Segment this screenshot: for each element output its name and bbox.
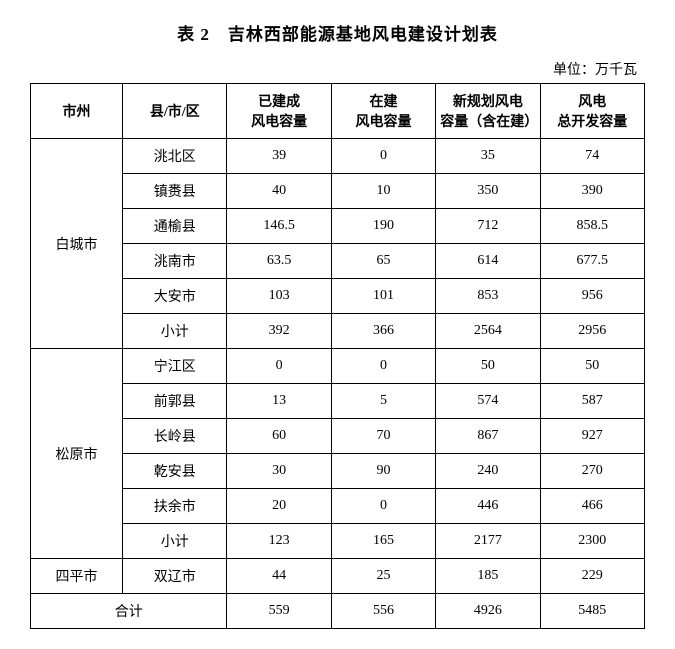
city-cell: 白城市: [31, 139, 123, 349]
table-row: 扶余市200446466: [31, 489, 645, 524]
total-cell: 50: [540, 349, 644, 384]
total-label-cell: 合计: [31, 594, 227, 629]
planned-cell: 867: [436, 419, 540, 454]
planned-cell: 50: [436, 349, 540, 384]
building-cell: 0: [331, 139, 435, 174]
planned-cell: 2177: [436, 524, 540, 559]
total-cell: 677.5: [540, 244, 644, 279]
total-total-cell: 5485: [540, 594, 644, 629]
total-cell: 858.5: [540, 209, 644, 244]
table-row: 大安市103101853956: [31, 279, 645, 314]
county-cell: 扶余市: [123, 489, 227, 524]
built-cell: 123: [227, 524, 331, 559]
building-cell: 10: [331, 174, 435, 209]
table-row: 四平市双辽市4425185229: [31, 559, 645, 594]
built-cell: 0: [227, 349, 331, 384]
county-cell: 小计: [123, 524, 227, 559]
table-row: 前郭县135574587: [31, 384, 645, 419]
building-cell: 25: [331, 559, 435, 594]
county-cell: 小计: [123, 314, 227, 349]
built-cell: 39: [227, 139, 331, 174]
total-cell: 956: [540, 279, 644, 314]
total-cell: 270: [540, 454, 644, 489]
built-cell: 60: [227, 419, 331, 454]
built-cell: 44: [227, 559, 331, 594]
header-city: 市州: [31, 84, 123, 139]
total-cell: 390: [540, 174, 644, 209]
built-cell: 146.5: [227, 209, 331, 244]
built-cell: 103: [227, 279, 331, 314]
county-cell: 镇赉县: [123, 174, 227, 209]
total-cell: 2956: [540, 314, 644, 349]
header-built: 已建成风电容量: [227, 84, 331, 139]
built-cell: 20: [227, 489, 331, 524]
header-row: 市州 县/市/区 已建成风电容量 在建风电容量 新规划风电容量（含在建） 风电总…: [31, 84, 645, 139]
table-row: 小计39236625642956: [31, 314, 645, 349]
total-row: 合计55955649265485: [31, 594, 645, 629]
planned-cell: 712: [436, 209, 540, 244]
planned-cell: 240: [436, 454, 540, 489]
planned-cell: 446: [436, 489, 540, 524]
total-cell: 74: [540, 139, 644, 174]
unit-label: 单位：万千瓦: [30, 59, 645, 79]
total-cell: 587: [540, 384, 644, 419]
building-cell: 0: [331, 489, 435, 524]
building-cell: 65: [331, 244, 435, 279]
building-cell: 165: [331, 524, 435, 559]
building-cell: 5: [331, 384, 435, 419]
table-row: 镇赉县4010350390: [31, 174, 645, 209]
header-total: 风电总开发容量: [540, 84, 644, 139]
total-building-cell: 556: [331, 594, 435, 629]
total-cell: 927: [540, 419, 644, 454]
building-cell: 70: [331, 419, 435, 454]
built-cell: 30: [227, 454, 331, 489]
table-row: 乾安县3090240270: [31, 454, 645, 489]
table-row: 长岭县6070867927: [31, 419, 645, 454]
county-cell: 双辽市: [123, 559, 227, 594]
planned-cell: 185: [436, 559, 540, 594]
county-cell: 大安市: [123, 279, 227, 314]
county-cell: 洮南市: [123, 244, 227, 279]
planned-cell: 853: [436, 279, 540, 314]
planned-cell: 2564: [436, 314, 540, 349]
planned-cell: 350: [436, 174, 540, 209]
building-cell: 90: [331, 454, 435, 489]
city-cell: 松原市: [31, 349, 123, 559]
built-cell: 392: [227, 314, 331, 349]
table-row: 通榆县146.5190712858.5: [31, 209, 645, 244]
county-cell: 前郭县: [123, 384, 227, 419]
building-cell: 101: [331, 279, 435, 314]
table-row: 白城市洮北区3903574: [31, 139, 645, 174]
county-cell: 洮北区: [123, 139, 227, 174]
wind-power-plan-table: 市州 县/市/区 已建成风电容量 在建风电容量 新规划风电容量（含在建） 风电总…: [30, 83, 645, 629]
building-cell: 0: [331, 349, 435, 384]
county-cell: 宁江区: [123, 349, 227, 384]
table-row: 小计12316521772300: [31, 524, 645, 559]
planned-cell: 614: [436, 244, 540, 279]
table-row: 松原市宁江区005050: [31, 349, 645, 384]
table-title: 表 2 吉林西部能源基地风电建设计划表: [30, 20, 645, 45]
building-cell: 190: [331, 209, 435, 244]
header-county: 县/市/区: [123, 84, 227, 139]
built-cell: 13: [227, 384, 331, 419]
total-cell: 2300: [540, 524, 644, 559]
building-cell: 366: [331, 314, 435, 349]
planned-cell: 574: [436, 384, 540, 419]
city-cell: 四平市: [31, 559, 123, 594]
county-cell: 乾安县: [123, 454, 227, 489]
planned-cell: 35: [436, 139, 540, 174]
total-cell: 229: [540, 559, 644, 594]
total-planned-cell: 4926: [436, 594, 540, 629]
county-cell: 通榆县: [123, 209, 227, 244]
header-planned: 新规划风电容量（含在建）: [436, 84, 540, 139]
header-building: 在建风电容量: [331, 84, 435, 139]
built-cell: 63.5: [227, 244, 331, 279]
built-cell: 40: [227, 174, 331, 209]
county-cell: 长岭县: [123, 419, 227, 454]
total-built-cell: 559: [227, 594, 331, 629]
total-cell: 466: [540, 489, 644, 524]
table-row: 洮南市63.565614677.5: [31, 244, 645, 279]
